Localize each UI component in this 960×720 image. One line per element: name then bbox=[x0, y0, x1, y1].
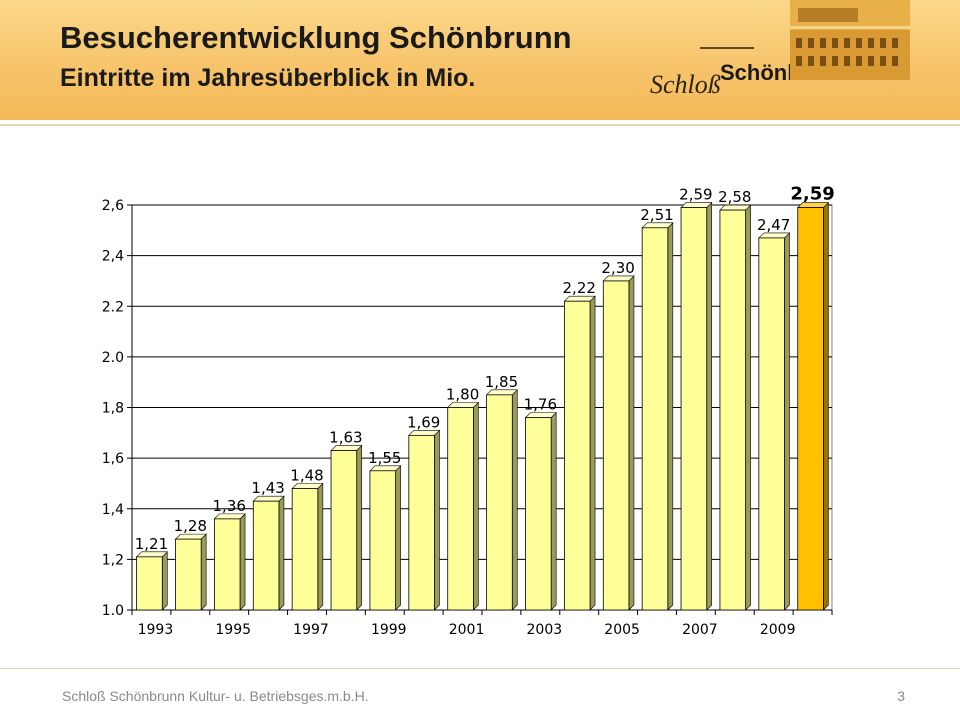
x-tick-label: 2001 bbox=[449, 622, 485, 638]
value-label: 1,69 bbox=[407, 413, 440, 431]
value-label: 1,76 bbox=[524, 396, 557, 414]
bar-side bbox=[628, 275, 635, 611]
y-tick-label: 1,2 bbox=[102, 552, 124, 568]
y-tick-label: 1,6 bbox=[102, 451, 124, 467]
value-label: 2,59 bbox=[790, 184, 834, 205]
bar-1997 bbox=[291, 488, 319, 611]
page-number: 3 bbox=[897, 688, 905, 704]
bar-1993 bbox=[136, 556, 163, 611]
x-tick-label: 1997 bbox=[293, 622, 329, 638]
value-label: 1,36 bbox=[213, 497, 246, 515]
value-label: 1,28 bbox=[174, 517, 207, 535]
bar-side bbox=[823, 201, 829, 611]
value-label: 2,59 bbox=[679, 186, 712, 204]
bar-side bbox=[317, 482, 324, 611]
page-title: Besucherentwicklung Schönbrunn bbox=[60, 20, 572, 55]
bar-side bbox=[434, 429, 440, 611]
bar-2009 bbox=[758, 237, 785, 611]
value-label: 1,85 bbox=[485, 373, 518, 391]
y-tick-label: 1,8 bbox=[102, 401, 124, 417]
bar-2006 bbox=[641, 227, 669, 611]
x-tick-label: 2003 bbox=[527, 622, 563, 638]
logo-divider bbox=[700, 47, 754, 49]
bar-side bbox=[278, 495, 285, 611]
bar-side bbox=[784, 232, 790, 611]
x-tick-label: 1999 bbox=[371, 622, 407, 638]
y-tick-label: 1,4 bbox=[102, 502, 124, 518]
y-tick-label: 2.0 bbox=[102, 350, 124, 366]
x-tick-label: 2005 bbox=[604, 622, 640, 638]
bar-1996 bbox=[252, 500, 280, 611]
page-subtitle: Eintritte im Jahresüberblick in Mio. bbox=[60, 64, 476, 92]
bar-side bbox=[473, 401, 479, 611]
y-tick-label: 1.0 bbox=[102, 603, 124, 619]
bar-side bbox=[356, 444, 363, 611]
bar-2005 bbox=[602, 280, 630, 611]
value-label: 1,55 bbox=[368, 449, 401, 467]
value-label: 1,80 bbox=[446, 386, 479, 404]
value-label: 1,43 bbox=[251, 479, 284, 497]
y-tick-label: 2,4 bbox=[102, 249, 124, 265]
value-label: 2,22 bbox=[563, 279, 596, 297]
bar-2004 bbox=[563, 300, 591, 611]
value-label: 1,63 bbox=[329, 429, 362, 447]
bar-1994 bbox=[175, 538, 202, 611]
value-label: 2,58 bbox=[718, 188, 751, 206]
bar-2000 bbox=[408, 434, 435, 611]
bar-side bbox=[239, 513, 246, 611]
x-tick-label: 1995 bbox=[215, 622, 251, 638]
bar-2010 bbox=[797, 207, 824, 611]
value-label: 1,48 bbox=[290, 467, 323, 485]
header-divider bbox=[0, 124, 960, 126]
bar-side bbox=[589, 295, 596, 611]
visitor-bar-chart: 1.0 1,2 1,4 1,6 1,8 2.0 2.2 2,4 2,6 1,21 1,28 1,36 1… bbox=[102, 184, 835, 638]
bar-side bbox=[511, 389, 518, 611]
bar-2001 bbox=[447, 407, 474, 611]
x-tick-label: 2009 bbox=[760, 622, 796, 638]
bar-2003 bbox=[525, 417, 552, 611]
bar-2008 bbox=[719, 209, 747, 611]
value-label: 2,30 bbox=[601, 259, 634, 277]
bar-1999 bbox=[369, 470, 397, 611]
bar-side bbox=[745, 204, 751, 611]
bar-2002 bbox=[486, 394, 513, 611]
bar-side bbox=[161, 551, 168, 611]
value-label: 1,21 bbox=[135, 535, 168, 553]
bar-side bbox=[200, 533, 207, 611]
value-label: 2,47 bbox=[757, 216, 790, 234]
x-tick-label: 1993 bbox=[138, 622, 174, 638]
bar-side bbox=[667, 222, 674, 611]
logo-schloss-text: Schloß bbox=[650, 70, 721, 99]
y-tick-label: 2.2 bbox=[102, 299, 124, 315]
palace-photo bbox=[790, 0, 910, 80]
bar-1998 bbox=[330, 450, 358, 611]
footer-company: Schloß Schönbrunn Kultur- u. Betriebsges… bbox=[62, 688, 369, 704]
bar-side bbox=[395, 465, 401, 611]
bar-1995 bbox=[213, 518, 241, 611]
y-tick-label: 2,6 bbox=[102, 198, 124, 214]
bar-side bbox=[550, 411, 557, 611]
value-label: 2,51 bbox=[640, 206, 673, 224]
bar-side bbox=[706, 201, 713, 611]
x-tick-label: 2007 bbox=[682, 622, 718, 638]
footer-divider bbox=[0, 668, 960, 669]
bar-2007 bbox=[680, 207, 708, 611]
